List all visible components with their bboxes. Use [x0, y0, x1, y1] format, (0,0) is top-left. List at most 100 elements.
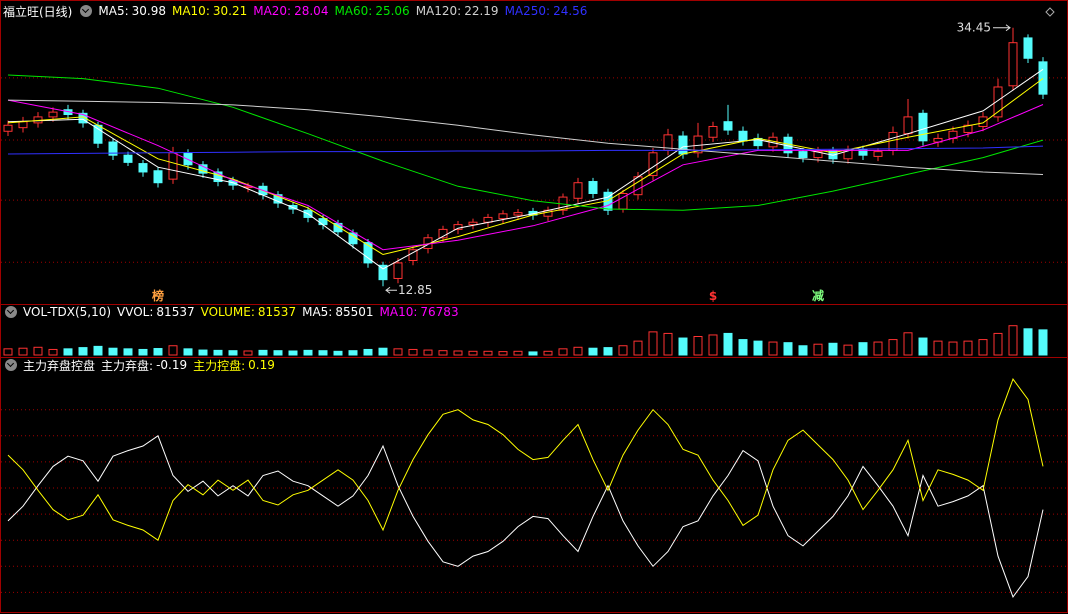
candle-body: [1008, 42, 1018, 87]
legend-value: 76783: [420, 305, 459, 319]
volume-bar: [933, 340, 943, 356]
legend-value: -0.19: [156, 358, 188, 372]
volume-bar: [363, 348, 373, 356]
annotation: 34.45: [957, 21, 991, 35]
volume-bar: [888, 339, 898, 356]
candle-body: [198, 164, 208, 174]
legend-value: 30.21: [212, 4, 248, 18]
volume-bar: [648, 331, 658, 356]
volume-bar: [768, 341, 778, 356]
ma-line: [7, 68, 1044, 270]
candle-body: [168, 152, 178, 180]
volume-bar: [963, 340, 973, 356]
volume-bar: [468, 350, 478, 356]
volume-bar: [588, 347, 598, 356]
volume-bar: [33, 346, 43, 356]
legend-name: MA5:: [302, 305, 333, 319]
legend-value: 81537: [257, 305, 297, 319]
volume-bar: [273, 350, 283, 356]
legend-name: MA5:: [98, 4, 129, 18]
candle-body: [18, 121, 28, 129]
candle-body: [1038, 61, 1048, 95]
indicator-line: [7, 435, 1044, 598]
legend-name: MA250:: [504, 4, 551, 18]
volume-bar: [603, 347, 613, 356]
volume-bar: [543, 350, 553, 356]
candle-body: [273, 194, 283, 204]
volume-bar: [243, 350, 253, 356]
volume-bar: [78, 347, 88, 356]
candle-body: [363, 242, 373, 264]
volume-bar: [63, 348, 73, 356]
volume-bar: [318, 350, 328, 356]
legend-name: MA120:: [415, 4, 462, 18]
volume-bar: [798, 345, 808, 356]
signal-marker: $: [709, 289, 717, 303]
volume-bar: [993, 332, 1003, 356]
annotation-arrow: [993, 24, 1011, 32]
volume-bar: [288, 350, 298, 356]
legend-value: 30.98: [131, 4, 166, 18]
volume-bar: [408, 348, 418, 356]
ma-line: [7, 99, 1044, 175]
legend-name: VOLUME:: [200, 305, 255, 319]
volume-bar: [978, 339, 988, 356]
ma-line: [7, 74, 1044, 211]
legend-name: MA10:: [171, 4, 210, 18]
volume-bar: [303, 349, 313, 356]
annotation-arrow: [385, 286, 397, 294]
ma-line: [7, 145, 1044, 155]
annotation: 12.85: [398, 283, 432, 297]
volume-bar: [198, 349, 208, 356]
candle-body: [873, 151, 883, 157]
candle-body: [723, 121, 733, 131]
volume-bar: [903, 332, 913, 356]
volume-bar: [663, 332, 673, 356]
indicator-title: VOL-TDX(5,10): [23, 305, 112, 319]
candle-body: [573, 182, 583, 199]
ma-line: [7, 99, 1044, 251]
chart-title: 福立旺(日线): [3, 4, 73, 19]
candle-body: [708, 125, 718, 138]
volume-bar: [93, 345, 103, 356]
volume-bar: [483, 350, 493, 356]
menu-icon[interactable]: [5, 306, 17, 318]
nav-icon[interactable]: [1045, 7, 1055, 17]
volume-bar: [378, 347, 388, 356]
volume-bar: [723, 332, 733, 356]
legend-name: VVOL:: [117, 305, 154, 319]
legend-name: MA60:: [334, 4, 373, 18]
legend-value: 85501: [335, 305, 374, 319]
volume-bar: [168, 345, 178, 356]
price-legend: 福立旺(日线) MA5: 30.98 MA10: 30.21 MA20: 28.04 MA60…: [3, 3, 593, 19]
menu-icon[interactable]: [80, 5, 93, 17]
candle-body: [888, 131, 898, 151]
volume-bar: [438, 350, 448, 356]
ma-line: [7, 78, 1044, 256]
volume-bar: [213, 349, 223, 356]
volume-bar: [1038, 329, 1048, 356]
volume-bar: [948, 341, 958, 356]
indicator-legend: 主力弃盘控盘 主力弃盘: -0.19 主力控盘: 0.19: [3, 357, 281, 373]
indicator-title: 主力弃盘控盘: [23, 358, 96, 373]
legend-value: 81537: [156, 305, 195, 319]
signal-marker: 榜: [152, 288, 164, 303]
menu-icon[interactable]: [5, 359, 17, 371]
volume-bar: [753, 340, 763, 356]
volume-bar: [873, 341, 883, 356]
volume-bar: [18, 347, 28, 356]
volume-bar: [123, 348, 133, 356]
volume-bar: [558, 348, 568, 356]
volume-bar: [333, 350, 343, 356]
candle-body: [78, 112, 88, 124]
volume-bar: [228, 350, 238, 356]
candle-body: [678, 135, 688, 155]
volume-bar: [258, 349, 268, 356]
volume-bar: [393, 348, 403, 356]
candle-body: [588, 181, 598, 194]
candle-body: [48, 111, 58, 118]
volume-bar: [513, 350, 523, 356]
volume-bar: [348, 350, 358, 356]
volume-bar: [678, 337, 688, 356]
